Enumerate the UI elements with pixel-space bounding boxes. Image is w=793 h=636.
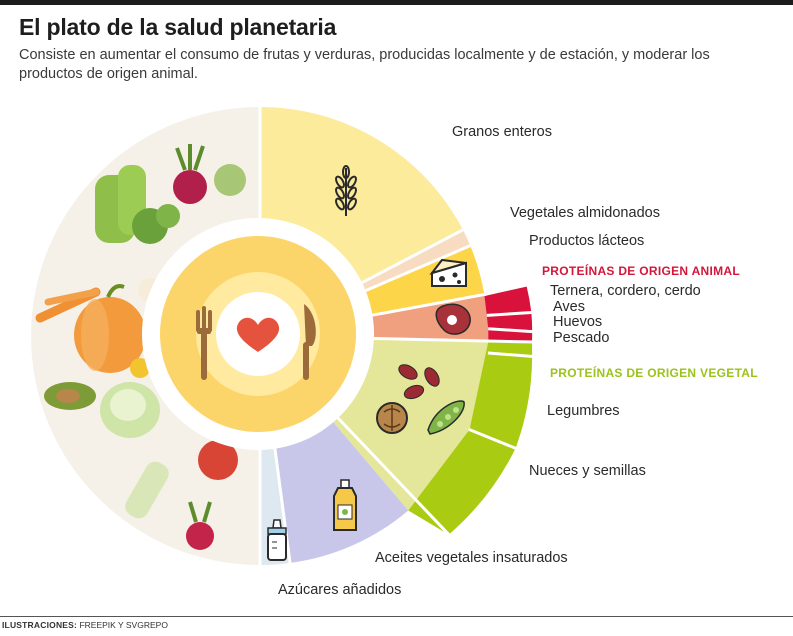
label-aves: Aves bbox=[553, 299, 585, 315]
page-subtitle: Consiste en aumentar el consumo de fruta… bbox=[19, 47, 710, 82]
cheese-icon bbox=[429, 258, 467, 287]
wheat-icon bbox=[335, 165, 357, 216]
credits-label: ILUSTRACIONES: bbox=[2, 620, 78, 630]
walnut-icon bbox=[376, 402, 408, 434]
header-proteinas-animal: PROTEÍNAS DE ORIGEN ANIMAL bbox=[542, 264, 741, 278]
oil-bottle-icon bbox=[333, 479, 357, 531]
fork-icon bbox=[196, 306, 212, 380]
baby-bottle-icon bbox=[267, 519, 287, 561]
credits-value: FREEPIK Y SVGREPO bbox=[79, 620, 168, 630]
label-legumbres: Legumbres bbox=[547, 403, 620, 419]
peapod-icon bbox=[427, 400, 465, 435]
vegetables-illustration bbox=[35, 144, 246, 550]
band-aves bbox=[486, 312, 533, 332]
heart-icon bbox=[236, 317, 280, 352]
knife-icon bbox=[303, 304, 316, 380]
credits: ILUSTRACIONES: FREEPIK Y SVGREPO bbox=[2, 620, 168, 630]
label-productos-lacteos: Productos lácteos bbox=[529, 233, 645, 249]
label-azucares-anadidos: Azúcares añadidos bbox=[278, 582, 402, 598]
label-aceites-vegetales: Aceites vegetales insaturados bbox=[375, 550, 568, 566]
meat-icon bbox=[435, 303, 471, 335]
top-bar bbox=[0, 0, 793, 5]
band-legumbres bbox=[469, 341, 533, 449]
label-huevos: Huevos bbox=[553, 314, 603, 330]
header-proteinas-vegetal: PROTEÍNAS DE ORIGEN VEGETAL bbox=[550, 366, 758, 380]
label-ternera-cordero-cerdo: Ternera, cordero, cerdo bbox=[550, 283, 701, 299]
label-pescado: Pescado bbox=[553, 330, 610, 346]
band-nueces-semillas bbox=[408, 429, 516, 535]
beans-icon bbox=[398, 364, 440, 400]
band-huevos bbox=[488, 328, 533, 344]
page-title: El plato de la salud planetaria bbox=[19, 14, 337, 40]
footer-divider bbox=[0, 616, 793, 617]
label-nueces-semillas: Nueces y semillas bbox=[529, 463, 646, 479]
vegetal-protein-band bbox=[408, 341, 533, 535]
label-vegetales-almidonados: Vegetales almidonados bbox=[510, 205, 660, 221]
label-granos-enteros: Granos enteros bbox=[452, 124, 552, 140]
